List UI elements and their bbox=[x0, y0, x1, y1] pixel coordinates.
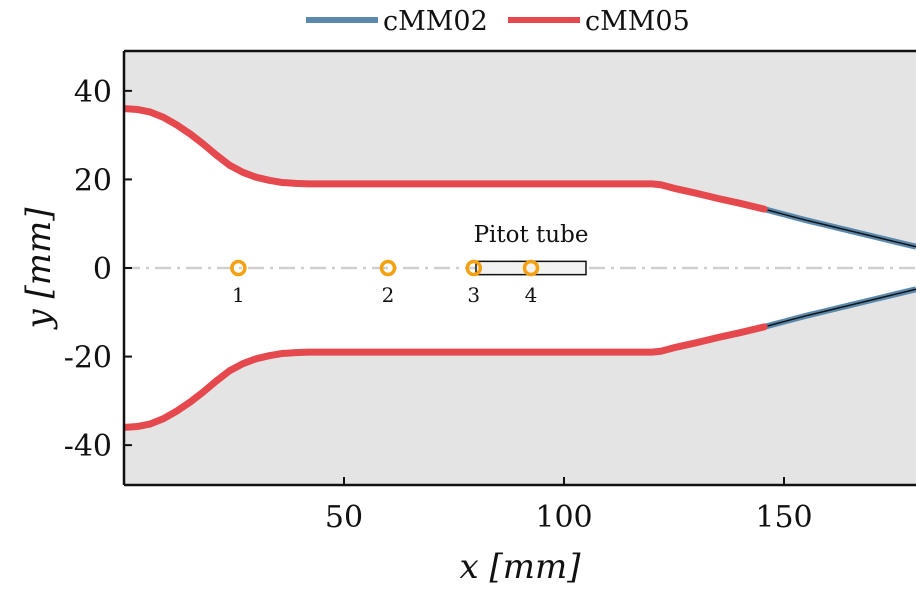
probe-label-3: 3 bbox=[467, 283, 480, 307]
x-tick-label-50: 50 bbox=[325, 500, 363, 535]
probe-label-4: 4 bbox=[525, 283, 538, 307]
series-layer bbox=[124, 105, 916, 431]
tick-layer: 50 100 150 40 20 0 -20 -40 bbox=[64, 75, 813, 535]
y-axis-label-unit: [mm] bbox=[19, 207, 59, 299]
svg-text:x [mm]: x [mm] bbox=[459, 547, 581, 587]
x-axis-label: x [mm] bbox=[459, 547, 581, 587]
pitot-tube bbox=[475, 260, 587, 276]
svg-text:y [mm]: y [mm] bbox=[19, 207, 59, 331]
legend-label-cmm05: cMM05 bbox=[585, 6, 690, 37]
probe-label-2: 2 bbox=[382, 283, 395, 307]
y-axis-label-var: y bbox=[19, 309, 59, 331]
probe-marker-2 bbox=[379, 259, 397, 277]
series-cmm05-lower-wall bbox=[124, 323, 768, 431]
probe-marker-4 bbox=[522, 259, 540, 277]
probe-marker-3 bbox=[465, 259, 483, 277]
pitot-tube-label: Pitot tube bbox=[474, 222, 589, 248]
x-axis-label-var: x bbox=[459, 547, 478, 587]
x-axis-label-unit: [mm] bbox=[489, 547, 581, 587]
legend: cMM02 cMM05 bbox=[306, 6, 690, 37]
series-cmm05-upper-wall bbox=[124, 105, 768, 213]
x-tick-label-100: 100 bbox=[535, 500, 592, 535]
y-tick-label-20: 20 bbox=[74, 163, 112, 198]
annotation-layer: Pitot tube 1 2 3 4 bbox=[230, 222, 589, 307]
x-tick-label-150: 150 bbox=[755, 500, 812, 535]
y-axis-label: y [mm] bbox=[19, 207, 59, 331]
probe-marker-1 bbox=[230, 259, 247, 277]
series-cmm02-lower-edge bbox=[764, 288, 916, 328]
series-cmm02-upper-edge bbox=[764, 208, 916, 248]
probe-label-1: 1 bbox=[232, 283, 245, 307]
legend-label-cmm02: cMM02 bbox=[383, 6, 488, 37]
plot-area: Pitot tube 1 2 3 4 bbox=[124, 51, 916, 485]
y-tick-label-40: 40 bbox=[74, 75, 112, 110]
y-tick-label--40: -40 bbox=[64, 429, 112, 464]
y-tick-label-0: 0 bbox=[93, 252, 112, 287]
y-tick-label--20: -20 bbox=[64, 341, 112, 376]
